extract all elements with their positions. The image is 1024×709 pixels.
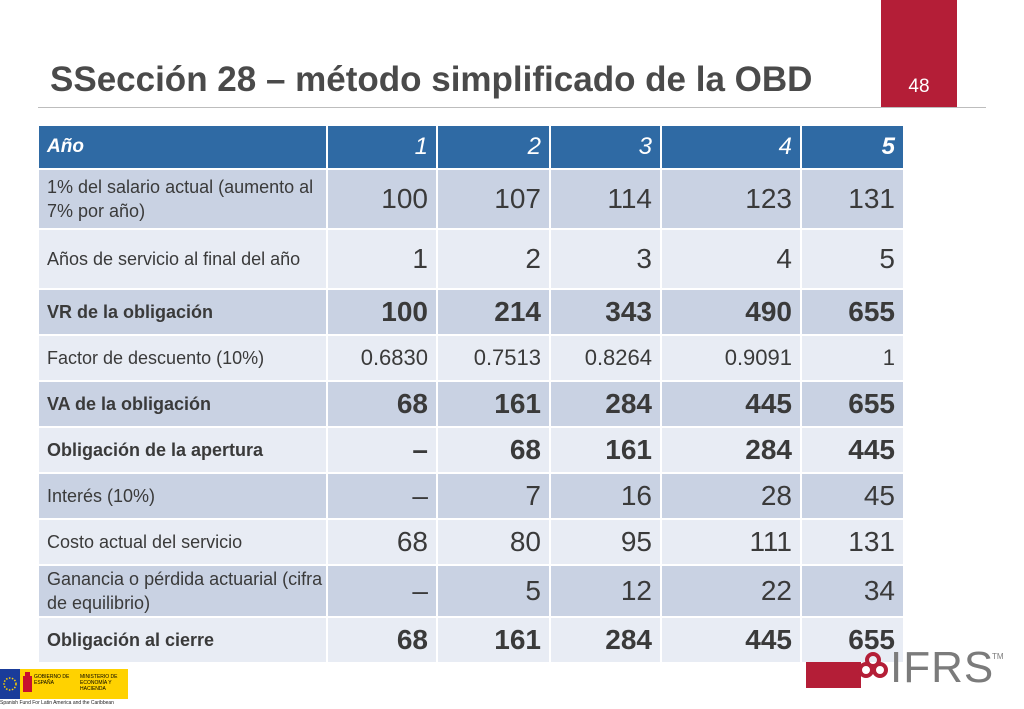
row-label: VR de la obligación (37, 288, 328, 336)
table-cell: 490 (660, 288, 802, 336)
table-cell: 655 (800, 288, 905, 336)
row-label: 1% del salario actual (aumento al 7% por… (37, 168, 328, 230)
table-row: Costo actual del servicio 68 80 95 111 1… (37, 518, 905, 566)
table-cell: 95 (549, 518, 662, 566)
table-cell: 343 (549, 288, 662, 336)
table-cell: 34 (800, 564, 905, 618)
table-cell: 161 (436, 380, 551, 428)
gobierno-espana-logo: GOBIERNO DE ESPAÑA MINISTERIO DE ECONOMÍ… (0, 666, 135, 709)
table-cell: 12 (549, 564, 662, 618)
table-row: Ganancia o pérdida actuarial (cifra de e… (37, 564, 905, 618)
ifrs-logo-text: IFRS (890, 643, 995, 692)
table-cell: 5 (436, 564, 551, 618)
row-label: Costo actual del servicio (37, 518, 328, 566)
table-cell: 111 (660, 518, 802, 566)
row-label: Obligación de la apertura (37, 426, 328, 474)
table-cell: 68 (326, 616, 438, 664)
table-row: VA de la obligación 68 161 284 445 655 (37, 380, 905, 428)
table-cell: 284 (660, 426, 802, 474)
table-cell: 0.7513 (436, 334, 551, 382)
table-row: Obligación al cierre 68 161 284 445 655 (37, 616, 905, 664)
obd-table: Año 1 2 3 4 5 1% del salario actual (aum… (37, 124, 905, 664)
table-cell: 16 (549, 472, 662, 520)
header-year-1: 1 (326, 124, 438, 170)
row-label: Interés (10%) (37, 472, 328, 520)
table-cell: 445 (660, 380, 802, 428)
header-year-5: 5 (800, 124, 905, 170)
row-label: Factor de descuento (10%) (37, 334, 328, 382)
title-divider (38, 107, 986, 108)
eu-flag-icon (0, 669, 20, 699)
table-cell: 80 (436, 518, 551, 566)
table-cell: 68 (326, 518, 438, 566)
table-cell: 2 (436, 228, 551, 290)
ifrs-logo-bar (806, 662, 861, 688)
table-cell: 68 (326, 380, 438, 428)
row-label: Años de servicio al final del año (37, 228, 328, 290)
table-cell: 655 (800, 380, 905, 428)
table-cell: 68 (436, 426, 551, 474)
table-row: 1% del salario actual (aumento al 7% por… (37, 168, 905, 230)
row-label: Ganancia o pérdida actuarial (cifra de e… (37, 564, 328, 618)
table-cell: 445 (800, 426, 905, 474)
table-cell: 1 (326, 228, 438, 290)
fund-text: Spanish Fund For Latin America and the C… (0, 700, 114, 706)
table-cell: 131 (800, 168, 905, 230)
table-cell: 161 (549, 426, 662, 474)
page-number-tab: 48 (881, 0, 957, 107)
table-cell: 22 (660, 564, 802, 618)
coat-of-arms-icon (23, 672, 32, 692)
table-row: VR de la obligación 100 214 343 490 655 (37, 288, 905, 336)
table-cell: 0.9091 (660, 334, 802, 382)
table-cell: 107 (436, 168, 551, 230)
table-cell: 5 (800, 228, 905, 290)
table-cell: 445 (660, 616, 802, 664)
table-cell: 7 (436, 472, 551, 520)
table-cell: – (326, 426, 438, 474)
ministry-text: MINISTERIO DE ECONOMÍA Y HACIENDA (80, 674, 118, 692)
table-cell: – (326, 472, 438, 520)
table-cell: 131 (800, 518, 905, 566)
table-row: Obligación de la apertura – 68 161 284 4… (37, 426, 905, 474)
table-cell: 1 (800, 334, 905, 382)
table-row: Factor de descuento (10%) 0.6830 0.7513 … (37, 334, 905, 382)
table-cell: 45 (800, 472, 905, 520)
table-cell: 284 (549, 380, 662, 428)
header-year-3: 3 (549, 124, 662, 170)
header-label: Año (37, 124, 328, 170)
table-cell: 655 (800, 616, 905, 664)
table-header-row: Año 1 2 3 4 5 (37, 124, 905, 170)
page-number: 48 (908, 76, 930, 97)
table-cell: 0.6830 (326, 334, 438, 382)
table-row: Interés (10%) – 7 16 28 45 (37, 472, 905, 520)
ifrs-flower-icon (858, 652, 888, 678)
gov-emblem-box: GOBIERNO DE ESPAÑA MINISTERIO DE ECONOMÍ… (20, 669, 128, 699)
header-year-2: 2 (436, 124, 551, 170)
table-cell: 100 (326, 288, 438, 336)
table-cell: 123 (660, 168, 802, 230)
table-cell: 284 (549, 616, 662, 664)
table-cell: – (326, 564, 438, 618)
ifrs-trademark: TM (992, 652, 1004, 661)
header-year-4: 4 (660, 124, 802, 170)
table-cell: 3 (549, 228, 662, 290)
table-cell: 214 (436, 288, 551, 336)
row-label: VA de la obligación (37, 380, 328, 428)
table-cell: 0.8264 (549, 334, 662, 382)
slide-title: SSección 28 – método simplificado de la … (50, 60, 813, 99)
row-label: Obligación al cierre (37, 616, 328, 664)
table-cell: 161 (436, 616, 551, 664)
table-cell: 114 (549, 168, 662, 230)
table-cell: 28 (660, 472, 802, 520)
table-cell: 100 (326, 168, 438, 230)
table-row: Años de servicio al final del año 1 2 3 … (37, 228, 905, 290)
table-cell: 4 (660, 228, 802, 290)
gov-text: GOBIERNO DE ESPAÑA (34, 674, 70, 686)
